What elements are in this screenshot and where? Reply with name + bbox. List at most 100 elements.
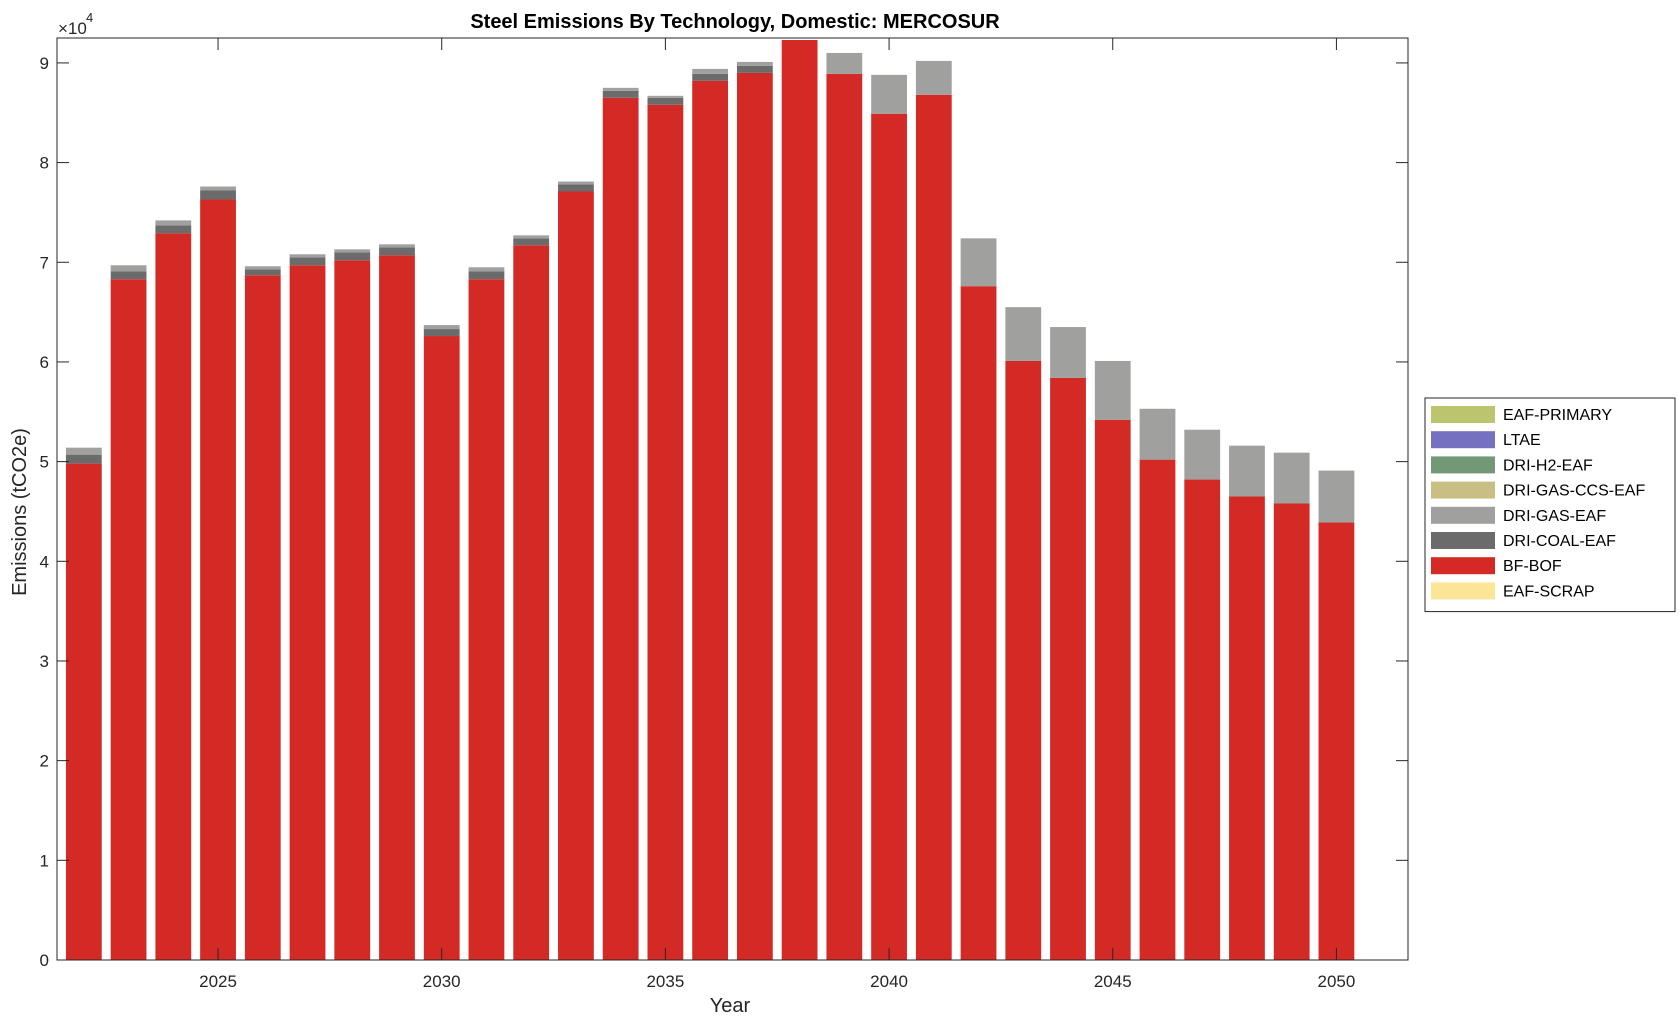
y-tick-label: 5	[40, 453, 49, 472]
bar-bf-bof-2031	[468, 279, 505, 960]
bar-dri-coal-eaf-2035	[647, 97, 684, 105]
bar-bf-bof-2048	[1229, 496, 1265, 960]
plot-background	[57, 38, 1408, 960]
bar-dri-gas-eaf-2049	[1273, 452, 1310, 504]
bar-bf-bof-2029	[379, 255, 415, 960]
bar-dri-gas-eaf-2042	[960, 238, 997, 287]
bar-bf-bof-2025	[200, 199, 236, 960]
bar-dri-coal-eaf-2030	[423, 329, 460, 337]
plot-frame	[56, 37, 1409, 961]
bar-bf-bof-2046	[1139, 459, 1176, 960]
legend-swatch-bf-bof	[1431, 557, 1495, 575]
bar-bf-bof-2038	[781, 39, 818, 960]
bar-dri-gas-eaf-2027	[289, 254, 326, 258]
legend-items: EAF-PRIMARY LTAE DRI-H2-EAF DRI-GAS-CCS-EAF…	[1431, 406, 1645, 600]
bar-bf-bof-2036	[692, 80, 729, 961]
bar-bf-bof-2035	[647, 104, 684, 960]
legend-swatch-dri-gas-ccs-eaf	[1431, 481, 1495, 499]
bar-dri-gas-eaf-2039	[826, 52, 863, 74]
bar-dri-gas-eaf-2035	[647, 95, 684, 98]
legend-label-eaf-primary: EAF-PRIMARY	[1503, 407, 1612, 424]
bar-bf-bof-2042	[960, 286, 997, 960]
x-tick-label: 2030	[423, 972, 461, 991]
bar-dri-gas-eaf-2023	[110, 265, 147, 272]
bar-bf-bof-2026	[244, 275, 281, 960]
bar-dri-gas-eaf-2033	[558, 181, 594, 185]
y-axis-exponent: ×10 4	[58, 10, 93, 38]
bar-dri-gas-eaf-2046	[1139, 408, 1176, 460]
x-axis-label: Year	[710, 995, 751, 1017]
bar-dri-gas-eaf-2045	[1094, 360, 1131, 420]
bar-dri-gas-eaf-2040	[871, 74, 907, 114]
bar-bf-bof-2044	[1050, 377, 1086, 960]
bar-dri-gas-eaf-2028	[334, 249, 371, 253]
y-tick-label: 2	[40, 752, 49, 771]
y-tick-label: 7	[40, 253, 49, 272]
bar-dri-gas-eaf-2024	[155, 220, 192, 226]
bar-dri-coal-eaf-2036	[692, 73, 729, 81]
bar-dri-coal-eaf-2029	[379, 247, 415, 256]
y-tick-label: 0	[40, 951, 49, 970]
bar-dri-gas-eaf-2037	[736, 61, 773, 66]
x-tick-label: 2045	[1094, 972, 1132, 991]
legend-label-dri-gas-eaf: DRI-GAS-EAF	[1503, 508, 1606, 525]
bar-bf-bof-2047	[1184, 479, 1221, 960]
bar-bf-bof-2033	[558, 191, 594, 960]
bar-dri-gas-eaf-2041	[915, 60, 952, 95]
bar-dri-coal-eaf-2028	[334, 252, 371, 261]
bar-dri-coal-eaf-2037	[736, 65, 773, 73]
legend-label-dri-h2-eaf: DRI-H2-EAF	[1503, 457, 1593, 474]
y-tick-label: 9	[40, 54, 49, 73]
y-tick-label: 4	[40, 552, 49, 571]
bar-dri-gas-eaf-2034	[602, 87, 639, 91]
bar-dri-coal-eaf-2024	[155, 225, 192, 234]
bar-bf-bof-2034	[602, 97, 639, 960]
ticks-layer: 0 1 2 3 4 5 6 7 8 9 2025 2030 2035 2040 2045 2050	[40, 38, 1408, 991]
x-tick-label: 2035	[646, 972, 684, 991]
bar-bf-bof-2039	[826, 73, 863, 960]
legend-label-dri-gas-ccs-eaf: DRI-GAS-CCS-EAF	[1503, 483, 1645, 500]
x-tick-label: 2040	[870, 972, 908, 991]
chart-title: Steel Emissions By Technology, Domestic:…	[470, 11, 1000, 33]
bar-bf-bof-2024	[155, 233, 192, 960]
bar-bf-bof-2045	[1094, 419, 1131, 961]
bar-dri-gas-eaf-2029	[379, 244, 415, 248]
bar-dri-gas-eaf-2048	[1229, 445, 1265, 497]
bar-dri-gas-eaf-2043	[1005, 307, 1042, 361]
bar-dri-gas-eaf-2022	[65, 447, 102, 455]
bar-dri-gas-eaf-2032	[513, 235, 550, 239]
legend-label-dri-coal-eaf: DRI-COAL-EAF	[1503, 533, 1616, 550]
bar-dri-coal-eaf-2034	[602, 90, 639, 98]
legend-swatch-dri-coal-eaf	[1431, 532, 1495, 549]
legend-swatch-eaf-primary	[1431, 406, 1495, 423]
bar-bf-bof-2050	[1318, 522, 1355, 960]
bar-bf-bof-2028	[334, 260, 371, 961]
bar-dri-gas-eaf-2025	[200, 186, 236, 191]
bar-bf-bof-2032	[513, 245, 550, 960]
bar-dri-gas-eaf-2044	[1050, 327, 1086, 378]
bar-dri-coal-eaf-2032	[513, 238, 550, 246]
plot-area: 0 1 2 3 4 5 6 7 8 9 2025 2030 2035 2040 2045 2050	[40, 37, 1409, 991]
y-exponent-power: 4	[86, 10, 93, 25]
bar-bf-bof-2037	[736, 72, 773, 961]
y-tick-label: 6	[40, 353, 49, 372]
x-tick-label: 2025	[199, 972, 237, 991]
bar-bf-bof-2040	[871, 113, 907, 960]
x-tick-label: 2050	[1318, 972, 1356, 991]
bar-bf-bof-2041	[915, 94, 952, 961]
y-tick-label: 8	[40, 154, 49, 173]
legend-label-eaf-scrap: EAF-SCRAP	[1503, 583, 1595, 600]
y-tick-label: 3	[40, 652, 49, 671]
bar-dri-gas-eaf-2047	[1184, 429, 1221, 480]
bar-dri-coal-eaf-2023	[110, 271, 147, 280]
bar-bf-bof-2043	[1005, 360, 1042, 960]
legend-swatch-dri-h2-eaf	[1431, 456, 1495, 474]
legend-swatch-dri-gas-eaf	[1431, 506, 1495, 524]
bar-bf-bof-2022	[65, 463, 102, 960]
legend-swatch-ltae	[1431, 431, 1495, 449]
bar-bf-bof-2030	[423, 336, 460, 960]
legend-label-bf-bof: BF-BOF	[1503, 558, 1562, 575]
bar-dri-gas-eaf-2036	[692, 68, 729, 74]
bars-layer	[65, 39, 1355, 961]
